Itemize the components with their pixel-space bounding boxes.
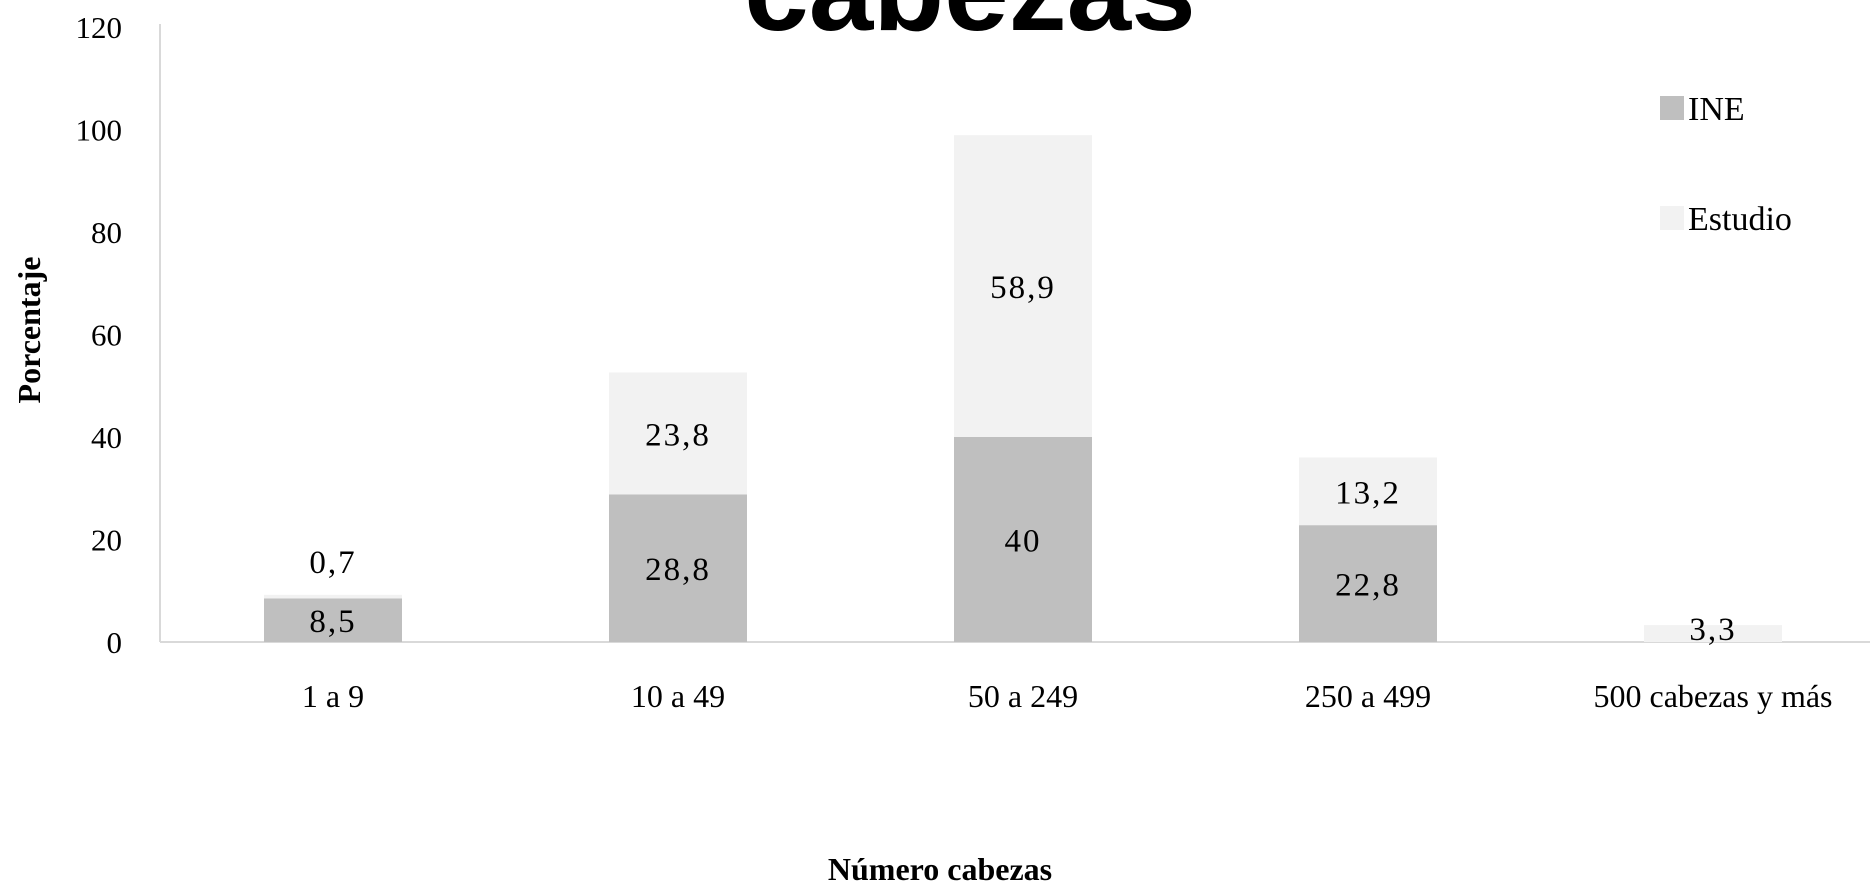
y-tick-label: 80 bbox=[91, 215, 122, 250]
y-axis-title: Porcentaje bbox=[11, 257, 47, 404]
chart-title: cabezas bbox=[744, 0, 1195, 55]
bar-estudio bbox=[1644, 625, 1782, 642]
data-label: 0,7 bbox=[309, 545, 356, 581]
bar-ine bbox=[264, 598, 402, 642]
bar-ine bbox=[609, 494, 747, 642]
x-axis-title: Número cabezas bbox=[828, 851, 1052, 886]
data-label: 3,3 bbox=[1689, 612, 1736, 648]
legend-swatch-estudio bbox=[1660, 206, 1684, 230]
bar-estudio bbox=[264, 594, 402, 599]
data-label: 28,8 bbox=[645, 552, 711, 588]
legend-label-estudio: Estudio bbox=[1688, 201, 1792, 238]
legend-label-ine: INE bbox=[1688, 91, 1745, 128]
bar-ine bbox=[1299, 525, 1437, 642]
y-tick-label: 0 bbox=[107, 625, 123, 660]
x-tick-label: 250 a 499 bbox=[1305, 678, 1431, 714]
x-tick-label: 500 cabezas y más bbox=[1593, 678, 1832, 714]
bar-ine bbox=[954, 437, 1092, 642]
legend-swatch-ine bbox=[1660, 96, 1684, 120]
legend: INE Estudio bbox=[1660, 91, 1792, 238]
data-label: 58,9 bbox=[990, 270, 1056, 306]
data-label: 13,2 bbox=[1335, 475, 1401, 511]
y-tick-label: 120 bbox=[76, 10, 123, 45]
y-tick-label: 40 bbox=[91, 420, 122, 455]
x-tick-label: 1 a 9 bbox=[302, 678, 364, 714]
data-label: 40 bbox=[1005, 524, 1042, 560]
data-label: 22,8 bbox=[1335, 568, 1401, 604]
data-label: 23,8 bbox=[645, 417, 711, 453]
y-tick-label: 100 bbox=[76, 113, 123, 148]
y-tick-label: 20 bbox=[91, 523, 122, 558]
plot-area: 0 20 40 60 80 100 120 8,5 28,8 40 22,8 0,7 23,8 58,9 1… bbox=[76, 10, 1870, 714]
x-tick-label: 50 a 249 bbox=[968, 678, 1078, 714]
y-tick-label: 60 bbox=[91, 318, 122, 353]
data-label: 8,5 bbox=[309, 604, 356, 640]
bar-estudio bbox=[1299, 457, 1437, 526]
bar-estudio bbox=[954, 135, 1092, 437]
bar-estudio bbox=[609, 372, 747, 495]
x-tick-label: 10 a 49 bbox=[631, 678, 725, 714]
